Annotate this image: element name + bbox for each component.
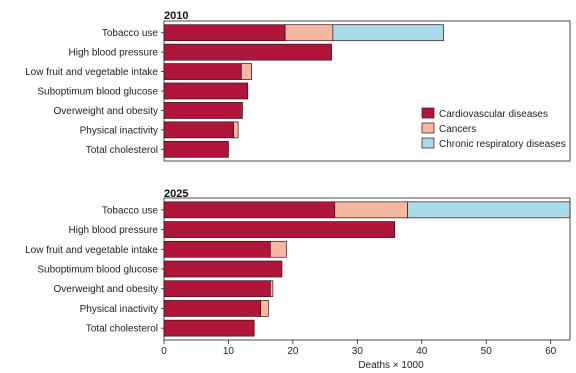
bar-segment-cardiovascular-diseases [163,121,234,139]
bar-segment-cardiovascular-diseases [163,102,242,119]
category-label: Tobacco use [102,205,159,216]
category-label: Overweight and obesity [53,106,158,117]
bar-segment-cardiovascular-diseases [163,43,332,61]
x-axis: 0 10 20 30 40 50 60 Deaths × 1000 [161,340,557,371]
x-tick-label: 30 [352,346,364,357]
legend-swatch [421,137,435,149]
legend-label: Chronic respiratory diseases [439,139,566,150]
panel-title: 2010 [164,10,188,22]
x-tick-label: 10 [223,346,235,357]
bar-segment-chronic-respiratory-diseases [332,24,445,42]
panel-title: 2025 [164,188,188,200]
bar-segment-cardiovascular-diseases [163,260,283,278]
legend-swatch [421,107,435,119]
x-tick-label: 50 [481,346,493,357]
bar-segment-cancers [284,24,334,42]
category-label: Low fruit and vegetable intake [25,245,158,256]
bar-segment-cancers [269,280,274,298]
category-label: High blood pressure [69,225,159,236]
category-label: Tobacco use [102,28,159,39]
bar-segment-cardiovascular-diseases [163,140,229,158]
bar-segment-cancers [260,300,269,317]
bar-segment-cardiovascular-diseases [163,24,286,42]
bar-segment-cancers [269,240,287,258]
bar-segment-cardiovascular-diseases [163,221,396,238]
category-label: Physical inactivity [80,125,158,136]
x-axis-label: Deaths × 1000 [358,360,424,368]
legend: Cardiovascular diseases Cancers Chronic re… [421,107,566,150]
x-tick-label: 40 [416,346,428,357]
bar-segment-cancers [240,63,252,80]
category-label: Suboptimum blood glucose [37,87,158,98]
category-label: Suboptimum blood glucose [37,265,158,276]
category-label: Total cholesterol [86,145,158,156]
category-label: Low fruit and vegetable intake [25,67,158,78]
bar-segment-cardiovascular-diseases [163,319,255,337]
category-label: High blood pressure [69,48,159,59]
bar-segment-cancers [334,201,408,219]
bar-segment-cardiovascular-diseases [163,300,262,317]
bar-segment-cardiovascular-diseases [163,280,271,298]
bar-segment-cardiovascular-diseases [163,82,249,100]
legend-label: Cardiovascular diseases [439,109,548,120]
x-tick-label: 60 [545,346,557,357]
panel-2010: 2010 Tobacco use High blood pressure Low fr… [25,10,571,162]
category-label: Total cholesterol [86,324,158,335]
bar-segment-cardiovascular-diseases [163,63,242,80]
legend-swatch [421,122,435,134]
category-label: Physical inactivity [80,304,158,315]
legend-label: Cancers [439,124,476,135]
bar-segment-chronic-respiratory-diseases [407,201,571,219]
bar-segment-cancers [233,121,239,139]
bar-segment-cardiovascular-diseases [163,240,271,258]
panel-2025: 2025 Tobacco use High blood pressure Low fr… [25,188,571,341]
category-label: Overweight and obesity [53,284,158,295]
bar-segment-cancers [240,102,243,119]
x-tick-label: 0 [161,346,167,357]
bar-segment-cardiovascular-diseases [163,201,336,219]
x-tick-label: 20 [287,346,299,357]
